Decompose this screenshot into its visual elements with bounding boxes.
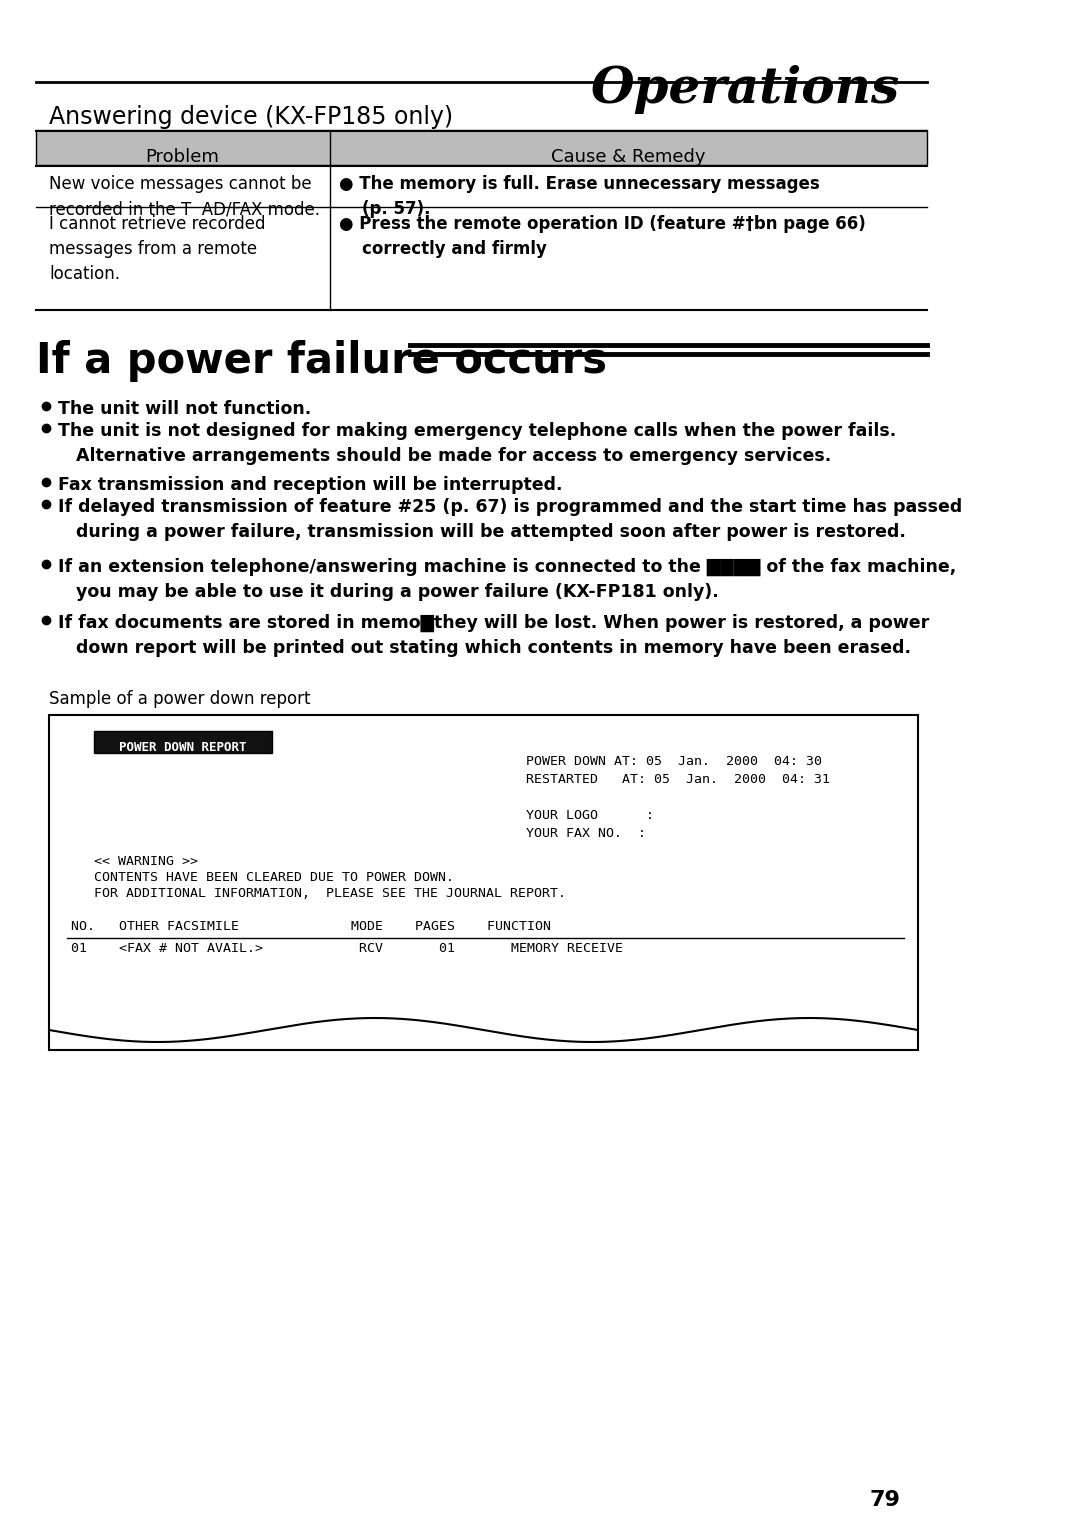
Text: RESTARTED   AT: 05  Jan.  2000  04: 31: RESTARTED AT: 05 Jan. 2000 04: 31 — [526, 774, 829, 786]
Text: YOUR LOGO      :: YOUR LOGO : — [526, 809, 653, 823]
Text: FOR ADDITIONAL INFORMATION,  PLEASE SEE THE JOURNAL REPORT.: FOR ADDITIONAL INFORMATION, PLEASE SEE T… — [94, 887, 566, 900]
Text: The unit is not designed for making emergency telephone calls when the power fai: The unit is not designed for making emer… — [58, 423, 896, 465]
Text: If a power failure occurs: If a power failure occurs — [36, 340, 607, 382]
Text: 01    <FAX # NOT AVAIL.>            RCV       01       MEMORY RECEIVE: 01 <FAX # NOT AVAIL.> RCV 01 MEMORY RECE… — [71, 942, 623, 955]
Text: New voice messages cannot be
recorded in the T  AD/FAX mode.: New voice messages cannot be recorded in… — [49, 175, 320, 218]
Text: Problem: Problem — [146, 148, 219, 166]
Text: The unit will not function.: The unit will not function. — [58, 400, 311, 418]
Bar — [36, 130, 927, 165]
Text: If fax documents are stored in memo█they will be lost. When power is restored, a: If fax documents are stored in memo█they… — [58, 613, 929, 658]
Text: POWER DOWN AT: 05  Jan.  2000  04: 30: POWER DOWN AT: 05 Jan. 2000 04: 30 — [526, 755, 822, 768]
Text: Operations: Operations — [591, 66, 900, 114]
Text: POWER DOWN REPORT: POWER DOWN REPORT — [119, 742, 246, 754]
Text: If delayed transmission of feature #25 (p. 67) is programmed and the start time : If delayed transmission of feature #25 (… — [58, 497, 962, 542]
Text: ● Press the remote operation ID (feature #†bn page 66)
    correctly and firmly: ● Press the remote operation ID (feature… — [339, 215, 865, 258]
Text: YOUR FAX NO.  :: YOUR FAX NO. : — [526, 827, 646, 839]
Text: << WARNING >>: << WARNING >> — [94, 855, 198, 868]
Text: Sample of a power down report: Sample of a power down report — [49, 690, 311, 708]
Text: CONTENTS HAVE BEEN CLEARED DUE TO POWER DOWN.: CONTENTS HAVE BEEN CLEARED DUE TO POWER … — [94, 871, 454, 884]
Text: Fax transmission and reception will be interrupted.: Fax transmission and reception will be i… — [58, 476, 563, 494]
Text: Answering device (KX-FP185 only): Answering device (KX-FP185 only) — [49, 105, 454, 130]
Text: I cannot retrieve recorded
messages from a remote
location.: I cannot retrieve recorded messages from… — [49, 215, 266, 282]
Text: 79: 79 — [869, 1489, 900, 1511]
Text: ● The memory is full. Erase unnecessary messages
    (p. 57).: ● The memory is full. Erase unnecessary … — [339, 175, 820, 218]
Text: If an extension telephone/answering machine is connected to the ████ of the fax : If an extension telephone/answering mach… — [58, 559, 956, 601]
Text: NO.   OTHER FACSIMILE              MODE    PAGES    FUNCTION: NO. OTHER FACSIMILE MODE PAGES FUNCTION — [71, 920, 551, 932]
Bar — [94, 731, 272, 752]
Text: Cause & Remedy: Cause & Remedy — [551, 148, 705, 166]
Bar — [49, 716, 918, 1050]
